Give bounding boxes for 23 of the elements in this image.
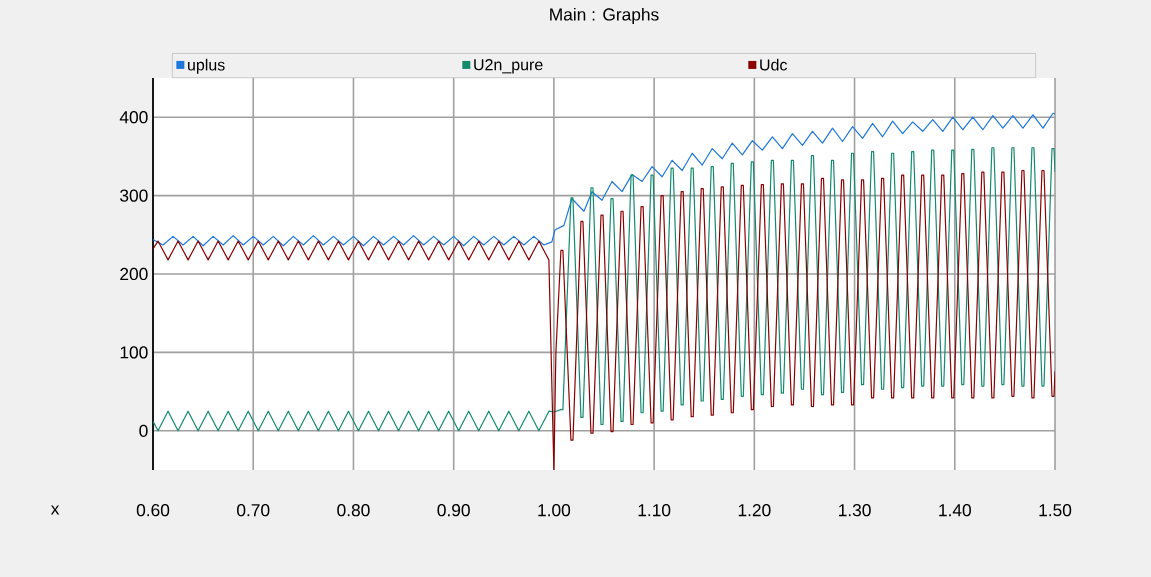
x-axis-title: x <box>50 505 60 515</box>
line-series <box>153 147 1055 432</box>
x-tick-label: 1.00 <box>538 504 571 517</box>
legend-label: U2n_pure <box>474 59 543 74</box>
line-series <box>153 112 1055 247</box>
y-tick-label: 200 <box>120 267 148 281</box>
y-tick-label: 0 <box>139 424 148 437</box>
x-tick-label: 0.80 <box>337 504 370 517</box>
x-tick-label: 1.10 <box>638 504 671 517</box>
x-tick-label: 0.70 <box>237 504 270 517</box>
x-tick-label: 1.40 <box>939 504 971 517</box>
line-series <box>153 169 1055 470</box>
x-tick-label: 1.50 <box>1039 504 1072 517</box>
legend-label: uplus <box>188 58 225 74</box>
x-tick-label: 1.30 <box>839 504 871 517</box>
x-tick-label: 1.20 <box>738 504 771 517</box>
x-tick-label: 0.90 <box>437 504 470 517</box>
chart-title: Main : Graphs <box>550 7 659 25</box>
y-tick-label: 100 <box>120 346 148 359</box>
legend-label: Udc <box>760 58 788 71</box>
x-tick-label: 0.60 <box>136 504 170 517</box>
y-tick-label: 400 <box>119 111 148 124</box>
y-tick-label: 300 <box>120 189 148 202</box>
